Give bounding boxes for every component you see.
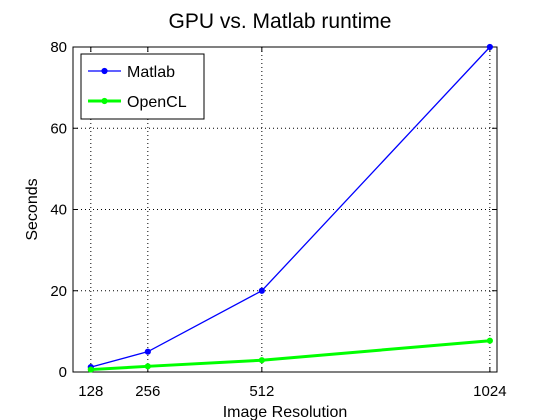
x-tick-label: 512 — [249, 383, 274, 400]
y-tick-label: 80 — [50, 39, 67, 56]
legend-swatch-marker — [101, 67, 108, 75]
legend-swatch-marker — [101, 97, 108, 105]
x-axis-label: Image Resolution — [223, 404, 348, 420]
plot-frame — [72, 46, 498, 373]
series-matlab — [87, 43, 493, 371]
y-tick-label: 60 — [50, 120, 67, 137]
legend-box — [80, 53, 205, 120]
x-tick-label: 256 — [135, 383, 160, 400]
legend: Matlab OpenCL — [80, 53, 205, 120]
y-tick-label: 20 — [50, 283, 67, 300]
data-point — [258, 357, 265, 364]
data-point — [144, 363, 151, 370]
legend-label: OpenCL — [127, 94, 187, 111]
legend-item: Matlab — [88, 64, 175, 81]
data-point — [258, 287, 265, 294]
data-point — [486, 337, 493, 344]
y-axis-label: Seconds — [24, 178, 41, 240]
series-opencl — [87, 337, 493, 373]
data-point — [144, 348, 151, 355]
data-point — [486, 43, 493, 51]
x-tick-label: 128 — [78, 383, 103, 400]
series-line — [90, 339, 491, 372]
x-tick-label: 1024 — [473, 383, 506, 400]
chart-title: GPU vs. Matlab runtime — [169, 10, 392, 33]
y-tick-label: 0 — [59, 364, 67, 381]
series-layer — [87, 43, 493, 373]
legend-label: Matlab — [127, 64, 175, 81]
data-point — [87, 366, 94, 373]
y-tick-label: 40 — [50, 202, 67, 219]
legend-item: OpenCL — [88, 94, 187, 111]
axis-ticks: 128 256 512 1024 0 20 40 60 80 — [50, 39, 506, 400]
series-line — [90, 46, 491, 368]
